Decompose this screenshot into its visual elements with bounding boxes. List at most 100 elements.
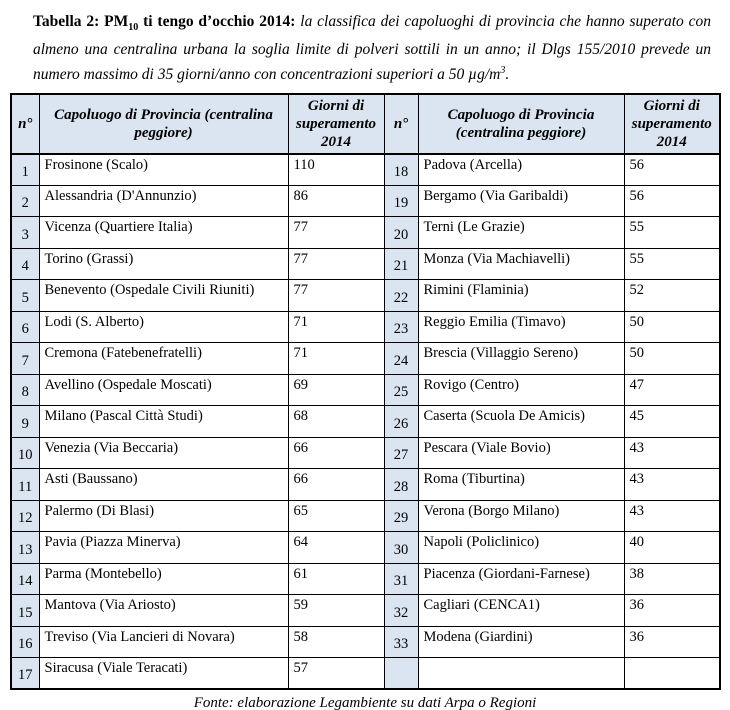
table-row: 4 Torino (Grassi) 77 21 Monza (Via Machiavel…	[10, 247, 721, 281]
city-cell: Alessandria (D'Annunzio)	[38, 184, 289, 218]
days-cell	[623, 657, 721, 690]
col-header-rank-left: n°	[10, 93, 40, 155]
table-row: 6 Lodi (S. Alberto) 71 23 Reggio Emilia (Tim…	[10, 310, 721, 344]
days-cell: 50	[623, 342, 721, 375]
days-cell: 45	[623, 405, 721, 438]
rank-cell: 11	[10, 468, 40, 501]
city-cell: Frosinone (Scalo)	[38, 153, 289, 186]
days-cell: 55	[623, 247, 721, 281]
city-cell: Treviso (Via Lancieri di Novara)	[38, 625, 289, 659]
city-cell: Rimini (Flaminia)	[417, 279, 625, 312]
days-cell: 86	[287, 184, 385, 218]
table-row: 13 Pavia (Piazza Minerva) 64 30 Napoli (Poli…	[10, 531, 721, 564]
rank-cell: 25	[383, 373, 419, 407]
city-cell: Rovigo (Centro)	[417, 373, 625, 407]
rank-cell: 15	[10, 594, 40, 627]
city-cell: Lodi (S. Alberto)	[38, 310, 289, 344]
city-cell: Piacenza (Giordani-Farnese)	[417, 562, 625, 596]
city-cell: Terni (Le Grazie)	[417, 216, 625, 249]
cubic-meter-superscript: 3	[500, 65, 506, 77]
city-cell: Benevento (Ospedale Civili Riuniti)	[38, 279, 289, 312]
rank-cell: 14	[10, 562, 40, 596]
days-cell: 64	[287, 531, 385, 564]
table-row: 1 Frosinone (Scalo) 110 18 Padova (Arcella) 5…	[10, 153, 721, 186]
city-cell: Brescia (Villaggio Sereno)	[417, 342, 625, 375]
days-cell: 47	[623, 373, 721, 407]
city-cell: Vicenza (Quartiere Italia)	[38, 216, 289, 249]
rank-cell: 21	[383, 247, 419, 281]
city-cell: Palermo (Di Blasi)	[38, 499, 289, 533]
caption-description: la classifica dei capoluoghi di provinci…	[33, 13, 711, 84]
col-header-days-left: Giorni di superamento 2014	[287, 93, 385, 155]
days-cell: 38	[623, 562, 721, 596]
rank-cell	[383, 657, 419, 690]
rank-cell: 6	[10, 310, 40, 344]
table-caption: Tabella 2: PM10 ti tengo d’occhio 2014: …	[33, 11, 711, 86]
city-cell: Mantova (Via Ariosto)	[38, 594, 289, 627]
rank-cell: 28	[383, 468, 419, 501]
rank-cell: 23	[383, 310, 419, 344]
table-header-row: n° Capoluogo di Provincia (centralina pe…	[10, 93, 721, 155]
rank-cell: 5	[10, 279, 40, 312]
days-cell: 56	[623, 153, 721, 186]
city-cell: Pescara (Viale Bovio)	[417, 436, 625, 470]
table-row: 3 Vicenza (Quartiere Italia) 77 20 Terni (Le…	[10, 216, 721, 249]
col-header-rank-right: n°	[383, 93, 419, 155]
city-cell: Modena (Giardini)	[417, 625, 625, 659]
caption-bold-title: Tabella 2: PM10 ti tengo d’occhio 2014:	[33, 13, 296, 34]
days-cell: 43	[623, 468, 721, 501]
days-cell: 43	[623, 499, 721, 533]
table-row: 10 Venezia (Via Beccaria) 66 27 Pescara (Via…	[10, 436, 721, 470]
rank-cell: 2	[10, 184, 40, 218]
days-cell: 55	[623, 216, 721, 249]
col-header-city-right: Capoluogo di Provincia (centralina peggi…	[417, 93, 625, 155]
days-cell: 65	[287, 499, 385, 533]
table-row: 2 Alessandria (D'Annunzio) 86 19 Bergamo (Vi…	[10, 184, 721, 218]
city-cell: Napoli (Policlinico)	[417, 531, 625, 564]
rank-cell: 7	[10, 342, 40, 375]
rank-cell: 3	[10, 216, 40, 249]
days-cell: 56	[623, 184, 721, 218]
days-cell: 77	[287, 216, 385, 249]
days-cell: 40	[623, 531, 721, 564]
days-cell: 58	[287, 625, 385, 659]
days-cell: 59	[287, 594, 385, 627]
pm10-subscript: 10	[128, 22, 139, 34]
rank-cell: 4	[10, 247, 40, 281]
days-cell: 50	[623, 310, 721, 344]
table-row: 9 Milano (Pascal Città Studi) 68 26 Caserta …	[10, 405, 721, 438]
rank-cell: 1	[10, 153, 40, 186]
days-cell: 36	[623, 625, 721, 659]
rank-cell: 9	[10, 405, 40, 438]
days-cell: 77	[287, 247, 385, 281]
city-cell: Bergamo (Via Garibaldi)	[417, 184, 625, 218]
rank-cell: 8	[10, 373, 40, 407]
days-cell: 52	[623, 279, 721, 312]
days-cell: 61	[287, 562, 385, 596]
city-cell	[417, 657, 625, 690]
table-row: 17 Siracusa (Viale Teracati) 57	[10, 657, 721, 690]
city-cell: Torino (Grassi)	[38, 247, 289, 281]
rank-cell: 19	[383, 184, 419, 218]
days-cell: 71	[287, 310, 385, 344]
rank-cell: 29	[383, 499, 419, 533]
table-row: 5 Benevento (Ospedale Civili Riuniti) 77 22…	[10, 279, 721, 312]
days-cell: 57	[287, 657, 385, 690]
city-cell: Cagliari (CENCA1)	[417, 594, 625, 627]
days-cell: 36	[623, 594, 721, 627]
table-row: 14 Parma (Montebello) 61 31 Piacenza (Giorda…	[10, 562, 721, 596]
rank-cell: 17	[10, 657, 40, 690]
table-row: 7 Cremona (Fatebenefratelli) 71 24 Brescia (…	[10, 342, 721, 375]
rank-cell: 16	[10, 625, 40, 659]
pm10-ranking-table: n° Capoluogo di Provincia (centralina pe…	[10, 92, 721, 691]
city-cell: Caserta (Scuola De Amicis)	[417, 405, 625, 438]
rank-cell: 10	[10, 436, 40, 470]
city-cell: Milano (Pascal Città Studi)	[38, 405, 289, 438]
days-cell: 110	[287, 153, 385, 186]
source-note: Fonte: elaborazione Legambiente su dati …	[193, 695, 537, 710]
rank-cell: 31	[383, 562, 419, 596]
table-row: 8 Avellino (Ospedale Moscati) 69 25 Rovigo (…	[10, 373, 721, 407]
rank-cell: 32	[383, 594, 419, 627]
city-cell: Roma (Tiburtina)	[417, 468, 625, 501]
